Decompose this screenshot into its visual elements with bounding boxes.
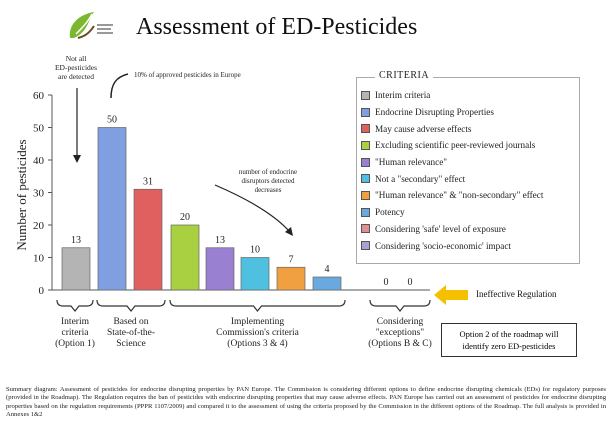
bar-value-label: 10 [250, 245, 260, 256]
annotation-decreases: decreases [255, 186, 282, 194]
group-label: (Options 3 & 4) [227, 338, 287, 349]
legend-swatch [361, 124, 370, 134]
bar-value-label: 13 [71, 235, 81, 246]
y-tick-label: 10 [33, 253, 45, 265]
bar-value-label: 0 [384, 277, 389, 288]
legend-label: "Human relevance" [375, 157, 448, 168]
legend-label: May cause adverse effects [375, 123, 472, 134]
legend-swatch [361, 241, 370, 251]
annotation-curve [110, 73, 129, 99]
legend-swatch [361, 90, 370, 100]
y-tick-label: 60 [33, 90, 45, 102]
legend-label: Endocrine Disrupting Properties [375, 107, 494, 118]
legend-item: Excluding scientific peer-reviewed journ… [357, 137, 579, 154]
y-tick-label: 0 [39, 285, 45, 297]
bar [205, 247, 235, 291]
caption: Summary diagram: Assessment of pesticide… [6, 386, 606, 419]
y-tick-label: 50 [33, 123, 45, 135]
annotation-ten-percent: 10% of approved pesticides in Europe [134, 71, 241, 79]
legend-swatch [361, 207, 370, 217]
ineffective-regulation-label: Ineffective Regulation [476, 289, 557, 299]
annotation-not-all: are detected [58, 72, 94, 81]
legend-swatch [361, 224, 370, 234]
group-label: criteria [62, 328, 90, 338]
legend-item: Interim criteria [357, 87, 579, 104]
group-label: (Option 1) [55, 338, 95, 349]
bar-value-label: 0 [408, 277, 413, 288]
bar [133, 188, 163, 291]
legend: CRITERIA Interim criteria Endocrine Disru… [356, 70, 580, 264]
legend-swatch [361, 157, 370, 167]
bar-value-label: 50 [107, 115, 117, 126]
group-bracket [56, 299, 94, 312]
legend-label: Considering 'safe' level of exposure [375, 223, 506, 234]
legend-swatch [361, 174, 370, 184]
annotation-decreases: disruptors detected [241, 177, 295, 185]
legend-label: Potency [375, 207, 405, 218]
annotation-not-all: ED-pesticides [55, 63, 97, 72]
bar [61, 247, 91, 291]
bar-value-label: 4 [325, 264, 330, 275]
bar-value-label: 31 [143, 176, 153, 187]
y-axis-label: Number of pesticides [14, 139, 29, 250]
group-label: Implementing [231, 317, 285, 327]
bar-value-label: 13 [215, 235, 225, 246]
down-arrow-head [73, 155, 81, 163]
option-box: Option 2 of the roadmap will identify ze… [441, 323, 577, 357]
decrease-arrow-head [285, 227, 293, 236]
legend-item: Considering 'socio-economic' impact [357, 237, 579, 254]
legend-item: Endocrine Disrupting Properties [357, 104, 579, 121]
legend-swatch [361, 190, 370, 200]
legend-label: Not a "secondary" effect [375, 173, 466, 184]
group-label: Considering [377, 317, 424, 327]
y-tick-label: 30 [33, 188, 45, 200]
legend-item: Considering 'safe' level of exposure [357, 221, 579, 238]
group-label: Commission's criteria [216, 328, 300, 338]
legend-item: "Human relevance" [357, 154, 579, 171]
group-label: (Options B & C) [368, 338, 432, 349]
y-tick-label: 40 [33, 155, 45, 167]
legend-item: Potency [357, 204, 579, 221]
bar [97, 127, 127, 291]
bar-value-label: 20 [180, 212, 190, 223]
pan-logo [69, 12, 113, 39]
legend-swatch [361, 140, 370, 150]
annotation-decreases: number of endocrine [239, 168, 297, 176]
group-label: Interim [61, 317, 90, 327]
legend-item: May cause adverse effects [357, 120, 579, 137]
bar [240, 257, 270, 291]
legend-swatch [361, 107, 370, 117]
group-bracket [96, 299, 166, 312]
group-label: Science [116, 339, 146, 349]
decrease-arrow [214, 184, 291, 233]
legend-label: "Human relevance" & "non-secondary" effe… [375, 190, 544, 201]
option-box-line: identify zero ED-pesticides [462, 341, 556, 351]
legend-label: Excluding scientific peer-reviewed journ… [375, 140, 536, 151]
option-box-line: Option 2 of the roadmap will [459, 329, 559, 339]
legend-item: Not a "secondary" effect [357, 170, 579, 187]
group-label: Based on [113, 317, 148, 327]
chart-title: Assessment of ED-Pesticides [136, 14, 418, 40]
legend-label: Interim criteria [375, 90, 431, 101]
legend-title: CRITERIA [375, 70, 434, 81]
group-label: "exceptions" [376, 328, 425, 338]
legend-item: "Human relevance" & "non-secondary" effe… [357, 187, 579, 204]
yellow-arrow-icon [434, 285, 468, 305]
bar-value-label: 7 [289, 254, 294, 265]
bar [312, 276, 342, 291]
annotation-not-all: Not all [66, 54, 87, 63]
group-bracket [369, 299, 431, 312]
legend-label: Considering 'socio-economic' impact [375, 240, 511, 251]
bar [276, 266, 306, 291]
group-label: State-of-the- [107, 327, 155, 338]
group-bracket [169, 299, 346, 312]
y-tick-label: 20 [33, 220, 45, 232]
bar [170, 224, 200, 291]
